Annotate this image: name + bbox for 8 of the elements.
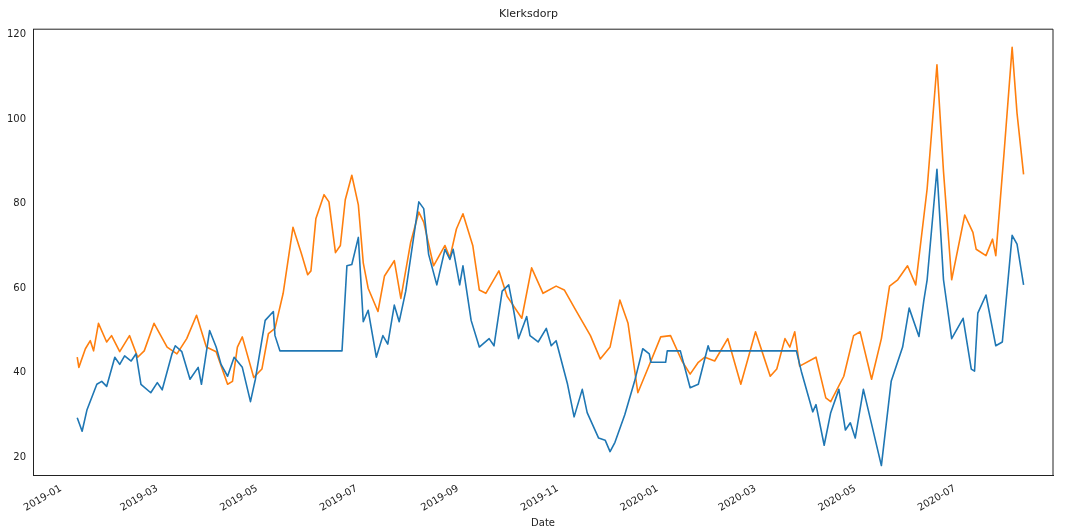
chart-title: Klerksdorp: [499, 7, 558, 21]
y-tick-label: 40: [13, 366, 27, 378]
x-axis-title: Date: [531, 516, 555, 528]
y-tick-label: 120: [6, 27, 27, 39]
y-tick-label: 60: [13, 281, 27, 293]
y-tick-label: 80: [13, 197, 27, 209]
y-tick-label: 20: [13, 451, 27, 463]
y-tick-label: 100: [6, 112, 27, 124]
